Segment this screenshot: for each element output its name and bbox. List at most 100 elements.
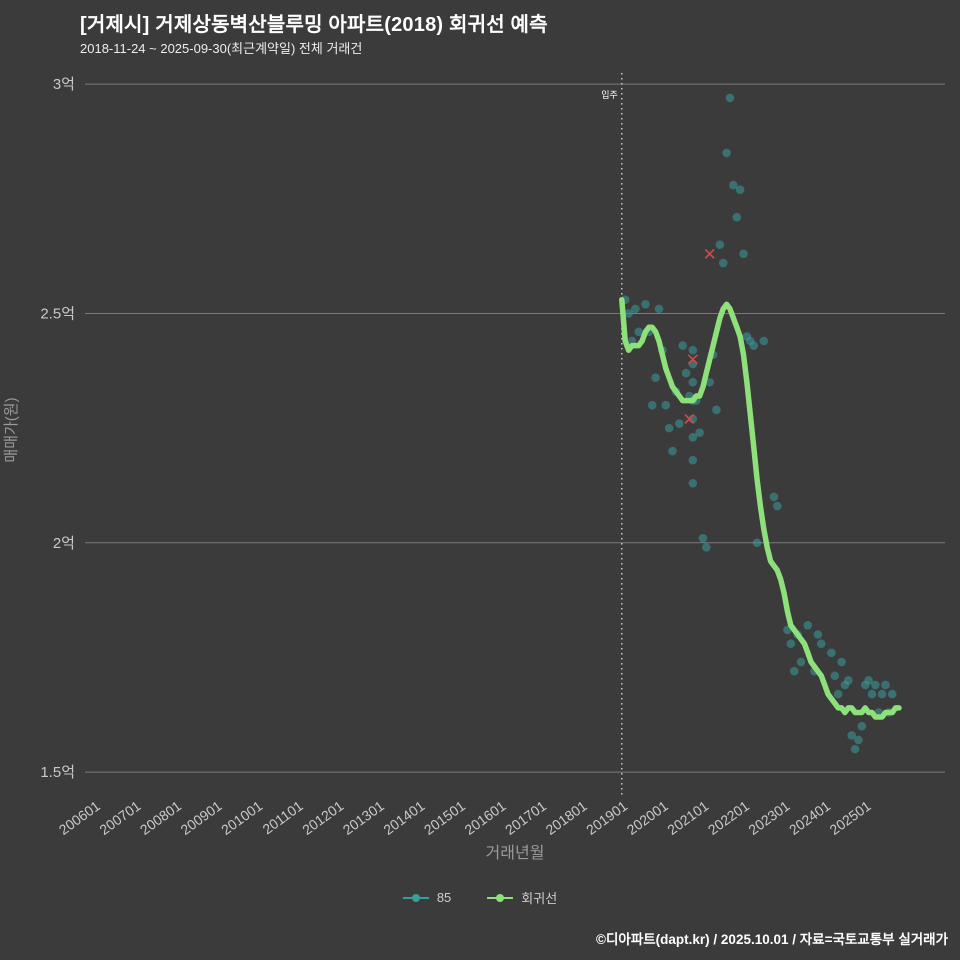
legend-item-regression[interactable]: 회귀선 — [487, 888, 557, 907]
scatter-point — [715, 240, 725, 249]
scatter-point — [668, 446, 677, 456]
x-tick-label: 201101 — [259, 797, 306, 837]
x-tick-label: 202001 — [624, 797, 671, 838]
scatter-point — [833, 689, 843, 699]
scatter-point — [702, 543, 711, 552]
scatter-point — [729, 180, 738, 190]
scatter-point — [830, 671, 840, 681]
scatter-point — [688, 455, 698, 465]
scatter-point — [688, 345, 698, 355]
scatter-point — [881, 680, 890, 690]
source-attribution: ©디아파트(dapt.kr) / 2025.10.01 / 자료=국토교통부 실… — [596, 932, 948, 947]
movein-label: 입주 — [601, 89, 618, 100]
x-tick-label: 201201 — [299, 797, 346, 838]
scatter-point — [664, 423, 674, 433]
x-tick-label: 200601 — [56, 797, 103, 838]
scatter-point — [718, 258, 728, 268]
scatter-point — [712, 405, 721, 415]
scatter-point — [695, 428, 704, 438]
price-regression-chart: 3억 2.5억 2억 1.5억 2006012007012008012009012010… — [3, 73, 945, 862]
scatter-point — [749, 341, 758, 350]
scatter-point — [688, 377, 698, 387]
x-tick-label: 200701 — [96, 797, 143, 838]
scatter-point — [752, 538, 762, 548]
scatter-series-marker-icon — [402, 893, 429, 902]
x-tick-label: 201901 — [583, 797, 630, 838]
scatter-point — [688, 359, 698, 369]
scatter-point — [837, 657, 846, 667]
scatter-point — [688, 432, 698, 442]
regression-series-marker-icon — [487, 893, 514, 902]
x-tick-label: 201801 — [543, 797, 590, 838]
x-tick-label: 202201 — [705, 797, 752, 838]
x-tick-label: 202301 — [745, 797, 792, 838]
scatter-point — [803, 621, 813, 630]
x-axis-title: 거래년월 — [486, 844, 545, 862]
scatter-point — [857, 721, 867, 731]
scatter-point — [816, 639, 826, 648]
y-axis-title: 매매가(원) — [3, 397, 20, 462]
scatter-point — [661, 400, 671, 410]
x-tick-label: 201301 — [340, 797, 387, 838]
scatter-point — [678, 341, 687, 350]
x-tick-label: 201501 — [421, 797, 468, 838]
page-title: [거제시] 거제상동벽산블루밍 아파트(2018) 회귀선 예측 — [80, 14, 548, 36]
x-tick-label: 200801 — [137, 797, 184, 838]
scatter-point — [864, 676, 873, 685]
x-tick-label: 202101 — [664, 797, 711, 838]
y-tick-label: 2억 — [53, 535, 75, 552]
scatter-point — [850, 744, 860, 754]
scatter-point — [688, 478, 698, 488]
x-tick-label: 201401 — [380, 797, 427, 838]
x-tick-label: 200901 — [177, 797, 224, 838]
flagged-x-marker-icon — [704, 248, 715, 259]
chart-legend: 85 회귀선 — [0, 888, 960, 907]
x-tick-label: 202501 — [827, 797, 874, 838]
regression-line — [619, 296, 902, 720]
scatter-point — [847, 731, 856, 740]
scatter-point — [867, 689, 877, 699]
scatter-point — [813, 630, 823, 639]
scatter-point — [634, 327, 644, 337]
scatter-point — [769, 492, 779, 502]
scatter-point — [641, 299, 650, 309]
flagged-x-marker-icon — [684, 413, 695, 424]
scatter-point — [844, 676, 853, 685]
scatter-point — [631, 304, 640, 314]
scatter-point — [786, 639, 796, 648]
scatter-point — [759, 336, 769, 346]
scatter-point — [725, 93, 735, 103]
scatter-point — [796, 657, 806, 667]
scatter-point — [722, 148, 731, 158]
scatter-point — [887, 689, 897, 699]
scatter-point — [624, 309, 633, 318]
scatter-point — [877, 689, 887, 699]
scatter-point — [705, 377, 715, 387]
legend-label-regression: 회귀선 — [521, 891, 558, 906]
scatter-point — [739, 249, 748, 259]
flagged-x-marker-icon — [687, 354, 698, 365]
y-tick-label: 2.5억 — [40, 305, 75, 322]
x-tick-label: 201601 — [461, 797, 508, 838]
scatter-point — [698, 533, 708, 543]
y-tick-label: 1.5억 — [40, 764, 75, 781]
legend-item-85[interactable]: 85 — [402, 890, 452, 905]
y-tick-label: 3억 — [53, 76, 75, 93]
scatter-point — [871, 680, 880, 690]
scatter-point — [681, 368, 691, 378]
page-subtitle: 2018-11-24 ~ 2025-09-30(최근계약일) 전체 거래건 — [80, 41, 363, 56]
scatter-point — [789, 666, 799, 676]
scatter-point — [773, 501, 782, 511]
legend-label-85: 85 — [436, 890, 452, 905]
x-tick-label: 202401 — [786, 797, 833, 838]
scatter-point — [854, 735, 863, 745]
scatter-point — [651, 373, 660, 382]
scatter-point — [732, 212, 742, 222]
scatter-point — [827, 648, 836, 658]
x-tick-label: 201001 — [218, 797, 265, 838]
scatter-point — [674, 419, 684, 428]
scatter-point — [654, 304, 664, 314]
x-tick-label: 201701 — [502, 797, 549, 838]
scatter-point — [735, 185, 745, 194]
scatter-point — [647, 400, 657, 410]
